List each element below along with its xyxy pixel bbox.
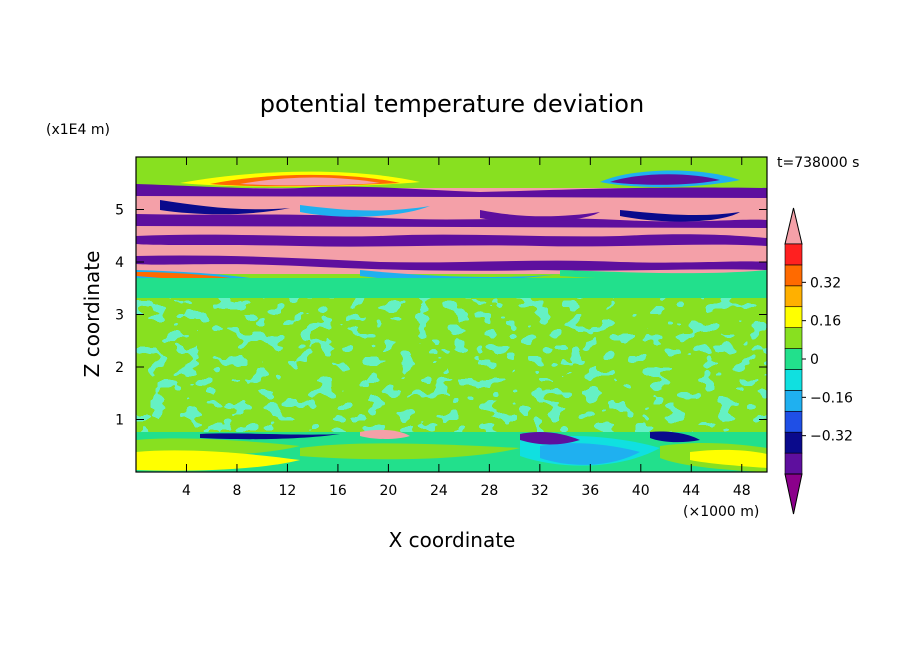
- colorbar-band: [784, 285, 803, 308]
- chart-title: potential temperature deviation: [260, 90, 644, 118]
- colorbar-band: [784, 410, 803, 433]
- y-tick-label: 5: [115, 203, 124, 219]
- colorbar-band: [784, 348, 803, 370]
- x-tick-label: 48: [733, 483, 751, 499]
- y-unit-label: (x1E4 m): [46, 122, 110, 138]
- x-tick-label: 24: [430, 483, 448, 499]
- colorbar-label: −0.16: [810, 390, 853, 406]
- colorbar-label: 0: [810, 352, 819, 368]
- x-tick-label: 40: [632, 483, 650, 499]
- colorbar-band: [784, 369, 803, 391]
- colorbar-band: [784, 327, 803, 349]
- x-tick-label: 32: [531, 483, 549, 499]
- time-label: t=738000 s: [777, 155, 859, 171]
- colorbar-band: [784, 431, 803, 454]
- colorbar-band: [784, 306, 803, 328]
- x-tick-label: 20: [379, 483, 397, 499]
- x-axis: 4 8 12 16 20 24 28 32 36 40 44 48: [182, 157, 751, 499]
- y-axis: 1 2 3 4 5: [115, 203, 767, 429]
- colorbar: 0.32 0.16 0 −0.16 −0.32: [784, 207, 853, 515]
- x-unit-label: (×1000 m): [683, 504, 759, 520]
- x-tick-label: 36: [581, 483, 599, 499]
- y-tick-label: 1: [115, 413, 124, 429]
- x-tick-label: 12: [279, 483, 297, 499]
- x-tick-label: 28: [480, 483, 498, 499]
- colorbar-top-arrow: [784, 207, 803, 245]
- x-tick-label: 4: [182, 483, 191, 499]
- y-axis-label: Z coordinate: [80, 251, 104, 378]
- colorbar-band: [784, 264, 803, 287]
- colorbar-band: [784, 243, 803, 266]
- y-tick-label: 2: [115, 360, 124, 376]
- y-tick-label: 3: [115, 308, 124, 324]
- y-tick-label: 4: [115, 255, 124, 271]
- colorbar-band: [784, 452, 803, 475]
- colorbar-bottom-arrow: [784, 473, 803, 515]
- x-tick-label: 8: [232, 483, 241, 499]
- x-tick-label: 44: [682, 483, 700, 499]
- heatmap-field: [136, 157, 767, 472]
- colorbar-label: −0.32: [810, 429, 853, 445]
- x-axis-label: X coordinate: [389, 528, 516, 552]
- colorbar-band: [784, 390, 803, 412]
- colorbar-label: 0.32: [810, 275, 841, 291]
- colorbar-label: 0.16: [810, 314, 841, 330]
- x-tick-label: 16: [329, 483, 347, 499]
